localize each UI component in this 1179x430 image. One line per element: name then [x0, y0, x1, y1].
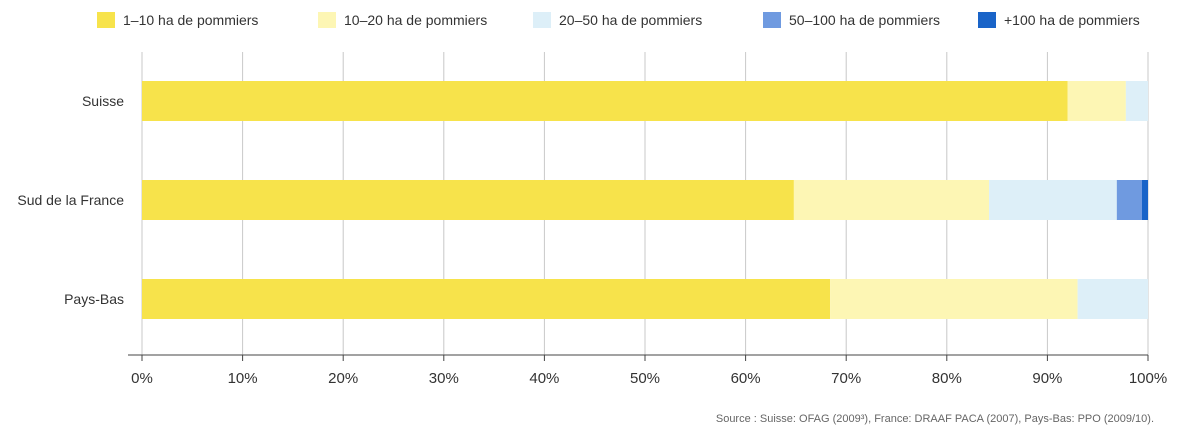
source-note: Source : Suisse: OFAG (2009³), France: D…: [715, 413, 1154, 425]
legend-swatch: [318, 12, 336, 28]
legend-label: 1–10 ha de pommiers: [123, 12, 259, 28]
x-tick-label: 70%: [831, 370, 861, 387]
bar-segment: [989, 180, 1117, 220]
legend-label: 10–20 ha de pommiers: [344, 12, 488, 28]
x-tick-label: 100%: [1129, 370, 1167, 387]
x-tick-label: 60%: [731, 370, 761, 387]
legend-swatch: [763, 12, 781, 28]
legend-label: 20–50 ha de pommiers: [559, 12, 703, 28]
x-tick-label: 20%: [328, 370, 358, 387]
legend: 1–10 ha de pommiers 10–20 ha de pommiers…: [0, 12, 1179, 36]
bar-segment: [793, 180, 990, 220]
x-tick-label: 90%: [1032, 370, 1062, 387]
legend-swatch: [533, 12, 551, 28]
x-tick-label: 50%: [630, 370, 660, 387]
x-tick-label: 30%: [429, 370, 459, 387]
legend-item: 50–100 ha de pommiers: [763, 12, 940, 28]
legend-item: +100 ha de pommiers: [978, 12, 1140, 28]
legend-swatch: [97, 12, 115, 28]
x-tick-label: 40%: [529, 370, 559, 387]
legend-item: 10–20 ha de pommiers: [318, 12, 487, 28]
legend-item: 20–50 ha de pommiers: [533, 12, 702, 28]
legend-label: 50–100 ha de pommiers: [789, 12, 940, 28]
x-tick-label: 10%: [228, 370, 258, 387]
bar-segment: [830, 279, 1078, 319]
category-label: Suisse: [82, 93, 124, 109]
bar-segment: [1067, 81, 1126, 121]
x-tick-label: 80%: [932, 370, 962, 387]
category-label: Sud de la France: [17, 192, 124, 208]
bar-segment: [1077, 279, 1148, 319]
legend-label: +100 ha de pommiers: [1004, 12, 1140, 28]
x-tick-label: 0%: [131, 370, 153, 387]
legend-item: 1–10 ha de pommiers: [97, 12, 258, 28]
legend-swatch: [978, 12, 996, 28]
bar-segment: [1125, 81, 1148, 121]
bar-segment: [1141, 180, 1148, 220]
bar-segment: [142, 180, 794, 220]
category-label: Pays-Bas: [64, 291, 124, 307]
bar-segment: [142, 279, 831, 319]
bar-segment: [142, 81, 1068, 121]
bar-segment: [1116, 180, 1142, 220]
